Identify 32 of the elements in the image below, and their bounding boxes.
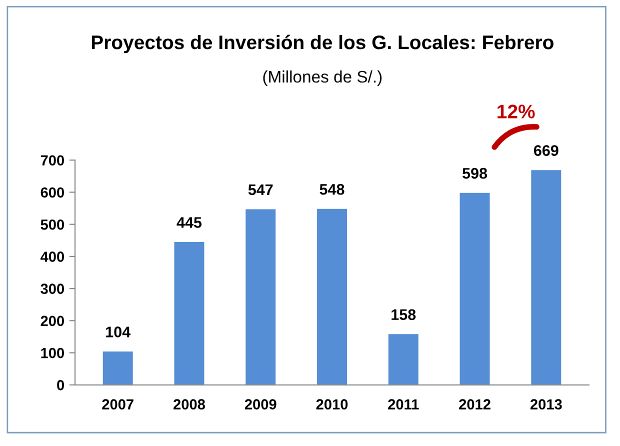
data-label: 669 [534,145,558,156]
chart-title: Proyectos de Inversión de los G. Locales: Febrero [92,34,554,54]
x-tick-label: 2013 [530,399,562,410]
y-tick-label: 700 [40,155,64,166]
data-label: 104 [106,326,131,338]
y-tick-label: 500 [40,219,64,230]
y-tick-label: 300 [40,284,64,294]
x-tick-label: 2012 [459,399,490,410]
y-tick-label: 0 [57,380,64,390]
y-tick-label: 600 [40,187,64,198]
bar [388,334,418,385]
y-tick-label: 200 [40,316,64,326]
x-tick-label: 2010 [316,399,348,410]
x-tick-label: 2008 [174,399,206,410]
chart-subtitle: (Millones de S/.) [263,70,382,86]
x-tick-label: 2011 [388,399,419,410]
data-label: 548 [320,184,344,195]
y-tick-label: 100 [41,348,64,358]
data-label: 158 [392,309,416,320]
bar [174,242,204,385]
data-label: 445 [176,217,202,228]
bar [102,352,133,385]
bar [246,209,276,385]
data-label: 598 [462,168,488,179]
text: 12% [498,104,535,118]
x-tick-label: 2009 [244,399,276,410]
bar [317,208,347,385]
x-tick-label: 2007 [102,399,134,410]
y-tick-label: 400 [40,252,64,262]
bar [460,192,490,385]
bar [531,170,562,385]
data-label: 547 [248,184,273,196]
